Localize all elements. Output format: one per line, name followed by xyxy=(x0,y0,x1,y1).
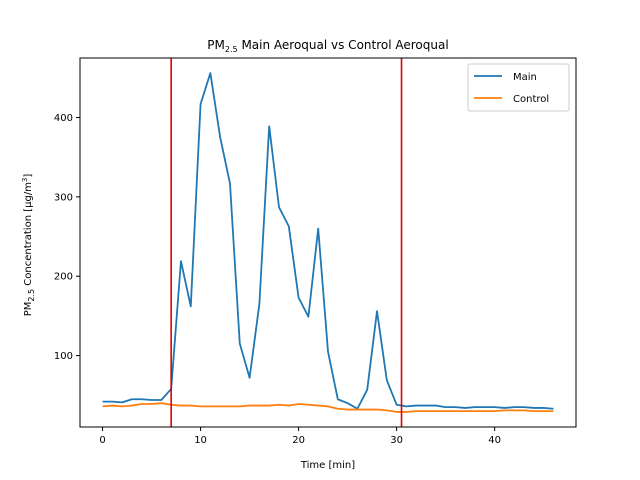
y-axis-label-prefix: PM xyxy=(23,302,34,317)
y-axis-label: PM2.5 Concentration [μg/m3] xyxy=(21,174,36,317)
y-tick-label: 400 xyxy=(54,113,73,124)
x-axis-ticks: 0 10 20 30 40 xyxy=(99,427,501,446)
legend-label-main: Main xyxy=(513,72,537,83)
x-tick-label: 40 xyxy=(488,435,501,446)
series-line-control xyxy=(102,402,554,413)
y-axis-label-subscript: 2.5 xyxy=(27,289,36,302)
y-tick-label: 300 xyxy=(54,192,73,203)
axes-border xyxy=(79,57,577,428)
chart-title-subscript: 2.5 xyxy=(225,45,238,54)
x-tick-label: 20 xyxy=(292,435,305,446)
series-line-main xyxy=(102,72,554,410)
y-axis-label-suffix: ] xyxy=(23,174,34,178)
legend-label-control: Control xyxy=(513,94,549,105)
chart-title-suffix: Main Aeroqual vs Control Aeroqual xyxy=(238,38,449,52)
y-tick-label: 200 xyxy=(54,272,73,283)
y-axis-ticks: 100 200 300 400 xyxy=(54,113,80,362)
chart-title-prefix: PM xyxy=(207,38,225,52)
plot-area xyxy=(102,58,554,427)
chart-title: PM2.5 Main Aeroqual vs Control Aeroqual xyxy=(207,38,448,54)
plot-clip-group xyxy=(102,58,554,427)
axes-frame xyxy=(79,57,577,428)
x-tick-label: 0 xyxy=(99,435,105,446)
y-axis-label-superscript: 3 xyxy=(21,178,29,182)
x-axis-label: Time [min] xyxy=(300,460,355,471)
legend: Main Control xyxy=(467,63,570,112)
y-tick-label: 100 xyxy=(54,351,73,362)
x-tick-label: 30 xyxy=(390,435,403,446)
x-tick-label: 10 xyxy=(194,435,207,446)
y-axis-label-middle: Concentration [μg/m xyxy=(23,182,34,289)
